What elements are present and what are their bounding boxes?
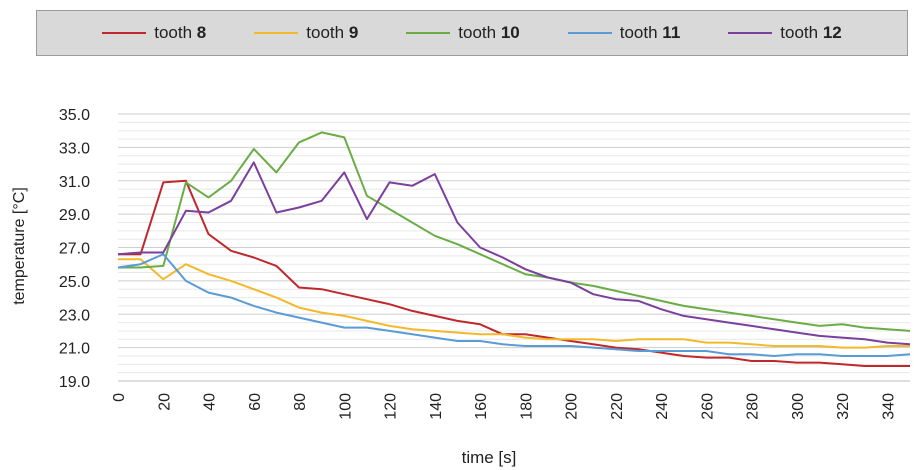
- y-tick-label: 21.0: [59, 341, 90, 358]
- y-tick-label: 25.0: [59, 274, 90, 291]
- x-tick-label: 160: [473, 393, 490, 420]
- legend-label: tooth 8: [154, 23, 207, 42]
- x-tick-label: 200: [564, 393, 581, 420]
- y-tick-label: 33.0: [59, 140, 90, 157]
- x-axis-ticks: 0 20 40 60 80 100 120 140 160 180 200 220 240 260 280 3…: [111, 393, 897, 420]
- legend-label: tooth 9: [306, 23, 359, 42]
- y-axis-label: temperature [°C]: [11, 187, 28, 305]
- x-tick-label: 220: [609, 393, 626, 420]
- x-tick-label: 80: [292, 393, 309, 411]
- x-tick-label: 60: [247, 393, 264, 411]
- chart-gridlines: [118, 113, 910, 382]
- y-tick-label: 19.0: [59, 374, 90, 391]
- series-line-tooth-10: [118, 131, 911, 332]
- y-axis-ticks: 19.0 21.0 23.0 25.0 27.0 29.0 31.0 33.0 35.0: [59, 107, 90, 391]
- series-line-tooth-12: [117, 161, 911, 346]
- x-tick-label: 320: [835, 393, 852, 420]
- legend-entry-tooth-10: tooth 10: [406, 23, 520, 43]
- legend-entry-tooth-11: tooth 11: [567, 23, 681, 43]
- legend-swatch: [102, 32, 147, 34]
- y-tick-label: 35.0: [59, 107, 90, 124]
- x-tick-label: 40: [202, 393, 219, 411]
- y-tick-label: 29.0: [59, 207, 90, 224]
- legend-entry-tooth-12: tooth 12: [728, 23, 842, 43]
- y-tick-label: 23.0: [59, 307, 90, 324]
- legend-label: tooth 12: [780, 23, 842, 42]
- chart-series-lines: [117, 131, 911, 367]
- legend-swatch: [567, 32, 612, 34]
- x-axis-label: time [s]: [462, 448, 517, 467]
- y-tick-label: 27.0: [59, 241, 90, 258]
- series-line-tooth-8: [118, 179, 910, 367]
- x-tick-label: 0: [111, 393, 128, 402]
- x-tick-label: 260: [699, 393, 716, 420]
- x-tick-label: 100: [337, 393, 354, 420]
- series-line-tooth-11: [117, 253, 911, 357]
- x-tick-label: 120: [383, 393, 400, 420]
- x-tick-label: 180: [518, 393, 535, 420]
- legend-label: tooth 10: [458, 23, 520, 42]
- x-tick-label: 340: [880, 393, 897, 420]
- x-tick-label: 280: [745, 393, 762, 420]
- legend-entry-tooth-9: tooth 9: [254, 23, 358, 43]
- legend-swatch: [254, 32, 299, 34]
- legend-swatch: [728, 32, 773, 34]
- chart-legend: tooth 8 tooth 9 tooth 10 tooth 11 tooth 12: [36, 10, 908, 56]
- x-tick-label: 300: [790, 393, 807, 420]
- x-tick-label: 140: [428, 393, 445, 420]
- x-tick-label: 20: [156, 393, 173, 411]
- x-tick-label: 240: [654, 393, 671, 420]
- series-line-tooth-9: [118, 258, 910, 349]
- legend-label: tooth 11: [619, 23, 681, 42]
- legend-entry-tooth-8: tooth 8: [102, 23, 206, 43]
- legend-swatch: [406, 32, 451, 34]
- y-tick-label: 31.0: [59, 174, 90, 191]
